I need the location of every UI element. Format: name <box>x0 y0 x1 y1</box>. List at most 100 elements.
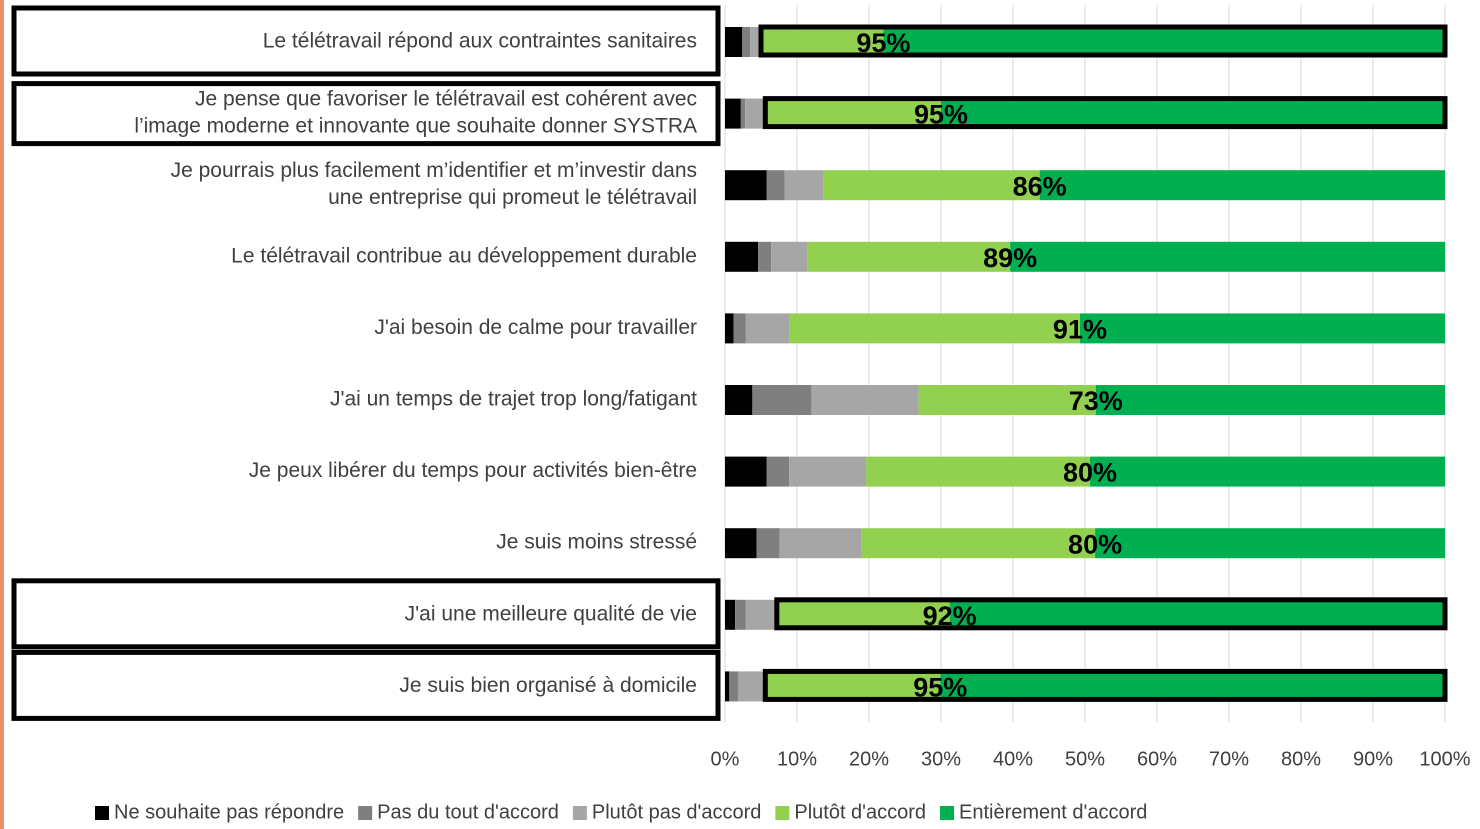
bar-segment <box>735 599 746 630</box>
category-label: Je peux libérer du temps pour activités … <box>249 459 697 482</box>
bar-segment <box>740 98 746 129</box>
agreement-label: 86% <box>1013 171 1067 201</box>
bar-segment <box>733 313 746 344</box>
bar-segment <box>725 528 757 559</box>
bar-segment <box>776 599 950 630</box>
agreement-label: 89% <box>983 243 1037 273</box>
legend-label: Plutôt pas d'accord <box>592 801 761 823</box>
bar-segment <box>725 456 767 487</box>
bar-segment <box>752 385 812 415</box>
edge-stripe <box>0 0 4 829</box>
legend-label: Pas du tout d'accord <box>377 801 559 823</box>
bar-segment <box>784 170 824 201</box>
legend-swatch <box>775 806 790 820</box>
x-tick-label: 20% <box>849 748 889 770</box>
highlight-box <box>11 5 721 77</box>
category-label: Le télétravail répond aux contraintes sa… <box>263 30 697 53</box>
highlight-box <box>762 96 1448 130</box>
legend-swatch <box>940 806 955 820</box>
bar-segment <box>1010 241 1445 272</box>
bar-segment <box>811 385 919 415</box>
bar-segment <box>866 456 1091 487</box>
category-label: l’image moderne et innovante que souhait… <box>134 115 697 138</box>
category-label: J'ai une meilleure qualité de vie <box>405 602 697 625</box>
bar-segment <box>1090 456 1445 487</box>
bar-segment <box>1079 313 1445 344</box>
bar-segment <box>765 671 941 702</box>
bar-segment <box>725 599 736 630</box>
bar-segment <box>725 170 767 201</box>
bar-segment <box>1095 528 1445 559</box>
category-label: Je suis moins stressé <box>496 531 697 554</box>
bar-segment <box>745 599 777 630</box>
agreement-label: 95% <box>913 673 967 703</box>
bar-segment <box>742 27 751 57</box>
bar-segment <box>771 241 808 272</box>
x-tick-label: 90% <box>1353 748 1393 770</box>
bar-segment <box>725 27 743 57</box>
bar-segment <box>725 385 753 415</box>
bar-segment <box>1095 385 1445 415</box>
agreement-label: 80% <box>1063 458 1117 488</box>
bar-segment <box>725 671 730 702</box>
bar-segment <box>940 671 1445 702</box>
x-tick-label: 30% <box>921 748 961 770</box>
category-label: J'ai un temps de trajet trop long/fatiga… <box>330 388 697 411</box>
bar-segment <box>949 599 1445 630</box>
x-tick-label: 0% <box>711 748 740 770</box>
bar-segment <box>761 27 884 57</box>
x-tick-label: 100% <box>1419 748 1470 770</box>
agreement-label: 91% <box>1053 315 1107 345</box>
highlight-box <box>762 668 1448 702</box>
highlight-box <box>11 81 721 147</box>
x-tick-label: 10% <box>777 748 817 770</box>
category-label: J'ai besoin de calme pour travailler <box>374 316 697 339</box>
agreement-label: 92% <box>923 601 977 631</box>
x-tick-label: 80% <box>1281 748 1321 770</box>
bar-segment <box>725 241 759 272</box>
legend-label: Plutôt d'accord <box>794 801 926 823</box>
legend-swatch <box>572 806 587 820</box>
category-label: Je pense que favoriser le télétravail es… <box>195 88 697 111</box>
bar-segment <box>729 671 738 702</box>
highlight-box <box>11 649 721 721</box>
bar-segment <box>1039 170 1445 201</box>
bar-segment <box>789 313 1080 344</box>
legend-swatch <box>95 806 109 820</box>
bar-segment <box>745 98 766 129</box>
bar-segment <box>883 27 1445 57</box>
x-tick-label: 60% <box>1137 748 1177 770</box>
bar-segment <box>737 671 766 702</box>
highlight-box <box>758 24 1448 58</box>
bar-segment <box>918 385 1096 415</box>
x-tick-label: 50% <box>1065 748 1105 770</box>
category-label: Je pourrais plus facilement m’identifier… <box>171 159 697 182</box>
x-tick-label: 40% <box>993 748 1033 770</box>
bar-segment <box>941 98 1445 129</box>
agreement-label: 95% <box>856 28 910 58</box>
x-tick-label: 70% <box>1209 748 1249 770</box>
bar-segment <box>750 27 761 57</box>
bar-segment <box>765 98 941 129</box>
legend-label: Entièrement d'accord <box>959 801 1147 823</box>
bar-segment <box>725 98 741 129</box>
bar-segment <box>756 528 780 559</box>
category-label: Je suis bien organisé à domicile <box>399 674 697 697</box>
legend-label: Ne souhaite pas répondre <box>114 801 344 823</box>
agreement-label: 73% <box>1069 386 1123 416</box>
agreement-label: 80% <box>1068 529 1122 559</box>
bar-segment <box>725 313 734 344</box>
bar-segment <box>766 170 785 201</box>
agreement-label: 95% <box>914 100 968 130</box>
legend-swatch <box>358 806 373 820</box>
category-label: Le télétravail contribue au développemen… <box>231 244 697 267</box>
category-label: une entreprise qui promeut le télétravai… <box>328 186 697 209</box>
bar-segment <box>779 528 862 559</box>
highlight-box <box>11 578 721 650</box>
bar-segment <box>789 456 867 487</box>
highlight-box <box>774 597 1448 631</box>
bar-segment <box>861 528 1096 559</box>
bar-segment <box>807 241 1011 272</box>
bar-segment <box>823 170 1040 201</box>
